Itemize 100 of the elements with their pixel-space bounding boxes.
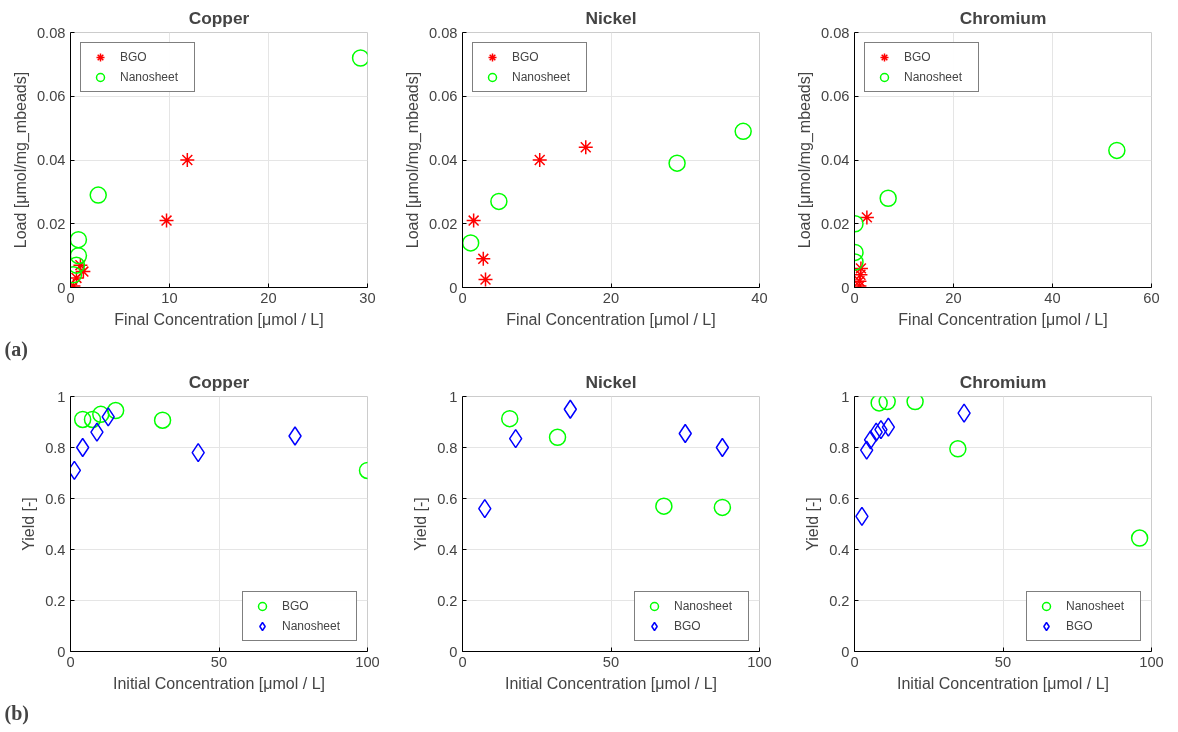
x-tick-label: 40 bbox=[1044, 289, 1061, 306]
point bbox=[500, 409, 519, 428]
x-tick-label: 60 bbox=[1143, 289, 1160, 306]
point bbox=[869, 422, 883, 442]
point bbox=[906, 396, 924, 411]
point bbox=[859, 440, 874, 460]
legend-label: BGO bbox=[1066, 619, 1094, 633]
point bbox=[70, 270, 85, 286]
point bbox=[854, 273, 868, 288]
y-tick-label: 0.04 bbox=[820, 152, 850, 168]
y-tick-label: 0.08 bbox=[820, 24, 850, 41]
y-tick-label: 0.06 bbox=[36, 88, 66, 105]
y-tick-label: 0.08 bbox=[428, 24, 458, 41]
point bbox=[179, 152, 196, 168]
point bbox=[957, 403, 971, 423]
y-axis-title: Load [μmol/mg_mbeads] bbox=[403, 71, 422, 249]
x-tick-label: 50 bbox=[602, 653, 620, 670]
point bbox=[70, 246, 88, 265]
point bbox=[881, 417, 896, 437]
x-axis-title: Initial Concentration [μmol / L] bbox=[897, 674, 1109, 692]
x-axis-title: Final Concentration [μmol / L] bbox=[898, 310, 1108, 328]
legend-label: BGO bbox=[904, 50, 932, 64]
point bbox=[288, 426, 302, 446]
y-axis-title: Load [μmol/mg_mbeads] bbox=[795, 71, 814, 249]
legend-label: Nanosheet bbox=[282, 619, 342, 633]
y-tick-label: 1 bbox=[449, 388, 458, 405]
x-tick-label: 50 bbox=[994, 653, 1012, 670]
legend-label: BGO bbox=[674, 619, 702, 633]
y-tick-label: 0.08 bbox=[36, 24, 66, 41]
point bbox=[563, 399, 578, 419]
point bbox=[153, 411, 172, 429]
y-tick-label: 1 bbox=[57, 388, 66, 405]
point bbox=[90, 422, 104, 442]
x-tick-label: 20 bbox=[260, 289, 277, 306]
point bbox=[475, 251, 492, 267]
y-tick-label: 0.6 bbox=[437, 490, 458, 507]
x-tick-label: 100 bbox=[355, 653, 380, 670]
legend-label: Nanosheet bbox=[904, 70, 964, 84]
point bbox=[548, 428, 567, 447]
y-tick-label: 0.06 bbox=[820, 88, 850, 105]
y-axis-title: Load [μmol/mg_mbeads] bbox=[11, 71, 30, 249]
point bbox=[531, 152, 548, 168]
point bbox=[92, 405, 110, 424]
legend-label: BGO bbox=[120, 50, 148, 64]
x-tick-label: 20 bbox=[945, 289, 962, 306]
x-tick-label: 50 bbox=[210, 653, 228, 670]
chart-title: Chromium bbox=[959, 7, 1047, 28]
point bbox=[859, 209, 875, 226]
y-tick-label: 1 bbox=[841, 388, 850, 405]
point bbox=[158, 212, 175, 229]
y-tick-label: 0.8 bbox=[437, 439, 458, 456]
point bbox=[715, 437, 730, 458]
x-axis-title: Initial Concentration [μmol / L] bbox=[505, 674, 717, 692]
point bbox=[83, 410, 102, 429]
point bbox=[713, 498, 732, 517]
point bbox=[73, 410, 92, 429]
point bbox=[655, 497, 673, 515]
legend-label: BGO bbox=[282, 599, 310, 613]
y-tick-label: 0.04 bbox=[428, 152, 458, 168]
point bbox=[75, 263, 92, 280]
y-tick-label: 0.02 bbox=[428, 215, 458, 232]
point bbox=[863, 430, 878, 450]
y-tick-label: 0.8 bbox=[45, 439, 66, 456]
y-tick-label: 0.06 bbox=[428, 88, 458, 105]
point bbox=[878, 396, 896, 411]
chart-title: Nickel bbox=[585, 371, 637, 392]
x-tick-label: 20 bbox=[602, 289, 620, 306]
legend-label: Nanosheet bbox=[674, 599, 734, 613]
chart-title: Nickel bbox=[585, 7, 637, 28]
y-tick-label: 0.4 bbox=[45, 541, 66, 558]
point bbox=[949, 440, 967, 458]
y-axis-title: Yield [-] bbox=[412, 497, 430, 551]
y-tick-label: 0.04 bbox=[36, 152, 66, 168]
x-axis-title: Final Concentration [μmol / L] bbox=[506, 310, 716, 328]
x-axis-title: Final Concentration [μmol / L] bbox=[114, 310, 324, 328]
point bbox=[465, 212, 482, 229]
x-tick-label: 30 bbox=[359, 289, 376, 306]
chart-title: Copper bbox=[188, 371, 250, 392]
point bbox=[490, 192, 508, 211]
point bbox=[75, 437, 90, 458]
y-tick-label: 0.4 bbox=[829, 541, 850, 558]
text: (b) bbox=[4, 701, 29, 725]
y-tick-label: 0.2 bbox=[437, 592, 458, 609]
y-tick-label: 0.4 bbox=[437, 541, 458, 558]
x-tick-label: 40 bbox=[751, 289, 768, 306]
legend-label: BGO bbox=[512, 50, 540, 64]
text: (a) bbox=[4, 337, 28, 361]
x-tick-label: 100 bbox=[1139, 653, 1164, 670]
point bbox=[101, 407, 115, 427]
point bbox=[89, 186, 107, 204]
y-tick-label: 0.6 bbox=[829, 490, 850, 507]
point bbox=[477, 271, 494, 288]
chart-title: Copper bbox=[188, 7, 250, 28]
point bbox=[462, 234, 480, 252]
point bbox=[508, 428, 523, 449]
chart-title: Chromium bbox=[959, 371, 1047, 392]
point bbox=[351, 49, 368, 67]
legend-label: Nanosheet bbox=[120, 70, 180, 84]
point bbox=[870, 396, 888, 412]
y-tick-label: 0.6 bbox=[45, 490, 66, 507]
